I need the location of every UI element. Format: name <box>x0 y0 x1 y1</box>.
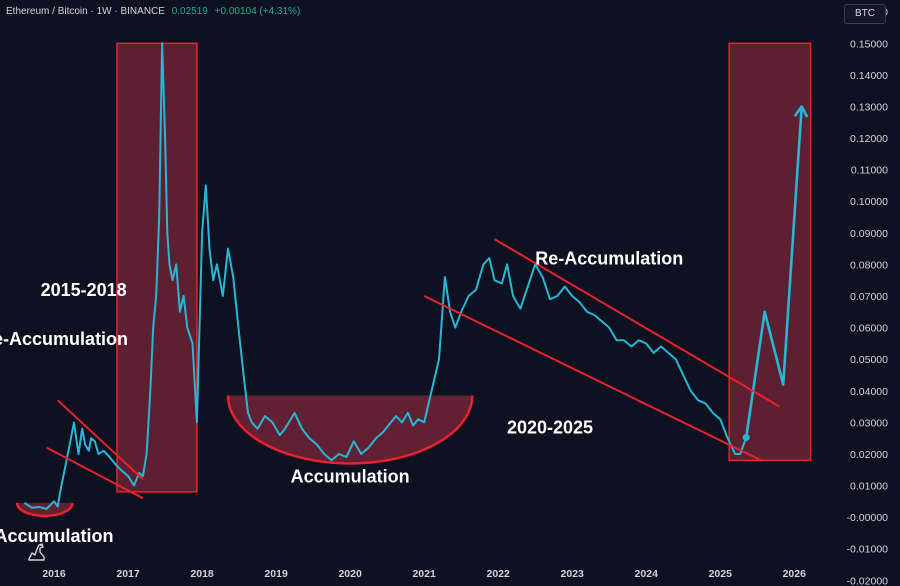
projection-arrowhead <box>793 105 809 118</box>
bowl-curve-1 <box>226 395 474 465</box>
y-tick-label: 0.07000 <box>850 291 888 303</box>
y-tick-label: 0.02000 <box>850 449 888 461</box>
tradingview-dino-icon[interactable] <box>26 540 48 562</box>
chart-header: Ethereum / Bitcoin · 1W · BINANCE 0.0251… <box>6 6 300 17</box>
highlight-box-1 <box>728 42 812 462</box>
accumulation-bowls <box>15 395 474 518</box>
x-tick-label: 2018 <box>190 568 214 580</box>
y-tick-label: 0.10000 <box>850 196 888 208</box>
bowl-curve-0 <box>15 502 74 518</box>
x-tick-label: 2019 <box>264 568 288 580</box>
bowl-fill-1 <box>227 395 473 464</box>
y-tick-label: 0.04000 <box>850 386 888 398</box>
y-axis: 0.160000.150000.140000.130000.120000.110… <box>847 7 889 586</box>
trend-line-2 <box>423 295 762 462</box>
y-tick-label: -0.02000 <box>847 575 889 586</box>
trend-line-1 <box>46 446 144 500</box>
annotations: 2015-2018 Re-Accumulation Accumulation Accu… <box>0 248 683 545</box>
y-tick-label: 0.14000 <box>850 70 888 82</box>
y-tick-label: 0.01000 <box>850 481 888 493</box>
annotation-label: Re-Accumulation <box>0 329 128 349</box>
x-axis: 2016 2017 2018 2019 2020 2021 2022 2023 2024 2025… <box>42 568 806 580</box>
y-tick-label: 0.06000 <box>850 323 888 335</box>
x-tick-label: 2023 <box>561 568 585 580</box>
highlight-boxes <box>116 42 812 493</box>
annotation-label: 2015-2018 <box>41 280 127 300</box>
x-tick-label: 2017 <box>116 568 140 580</box>
x-tick-label: 2026 <box>783 568 807 580</box>
trend-line-0 <box>57 399 144 480</box>
x-tick-label: 2021 <box>412 568 436 580</box>
y-tick-label: 0.08000 <box>850 259 888 271</box>
price-series <box>23 42 809 510</box>
price-change: +0.00104 (+4.31%) <box>214 6 301 17</box>
annotation-label: Accumulation <box>291 466 410 486</box>
y-tick-label: -0.01000 <box>847 544 889 556</box>
trend-line-3 <box>493 238 780 408</box>
annotation-label: 2020-2025 <box>507 417 593 437</box>
y-tick-label: -0.00000 <box>847 512 889 524</box>
y-tick-label: 0.03000 <box>850 417 888 429</box>
last-price: 0.02519 <box>171 6 208 17</box>
x-tick-label: 2022 <box>487 568 511 580</box>
series-line-1 <box>744 106 803 438</box>
x-tick-label: 2016 <box>42 568 66 580</box>
x-tick-label: 2025 <box>709 568 733 580</box>
y-tick-label: 0.15000 <box>850 38 888 50</box>
currency-button[interactable]: BTC <box>844 4 886 24</box>
y-tick-label: 0.12000 <box>850 133 888 145</box>
annotation-label: Accumulation <box>0 526 114 546</box>
y-tick-label: 0.05000 <box>850 354 888 366</box>
x-tick-label: 2024 <box>635 568 659 580</box>
trend-lines <box>46 238 780 500</box>
y-tick-label: 0.13000 <box>850 101 888 113</box>
y-tick-label: 0.09000 <box>850 228 888 240</box>
series-line-0 <box>23 42 748 510</box>
symbol-title: Ethereum / Bitcoin · 1W · BINANCE <box>6 6 165 17</box>
last-price-dot <box>742 434 750 442</box>
annotation-label: Re-Accumulation <box>535 248 683 268</box>
y-tick-label: 0.11000 <box>851 165 888 177</box>
x-tick-label: 2020 <box>338 568 362 580</box>
